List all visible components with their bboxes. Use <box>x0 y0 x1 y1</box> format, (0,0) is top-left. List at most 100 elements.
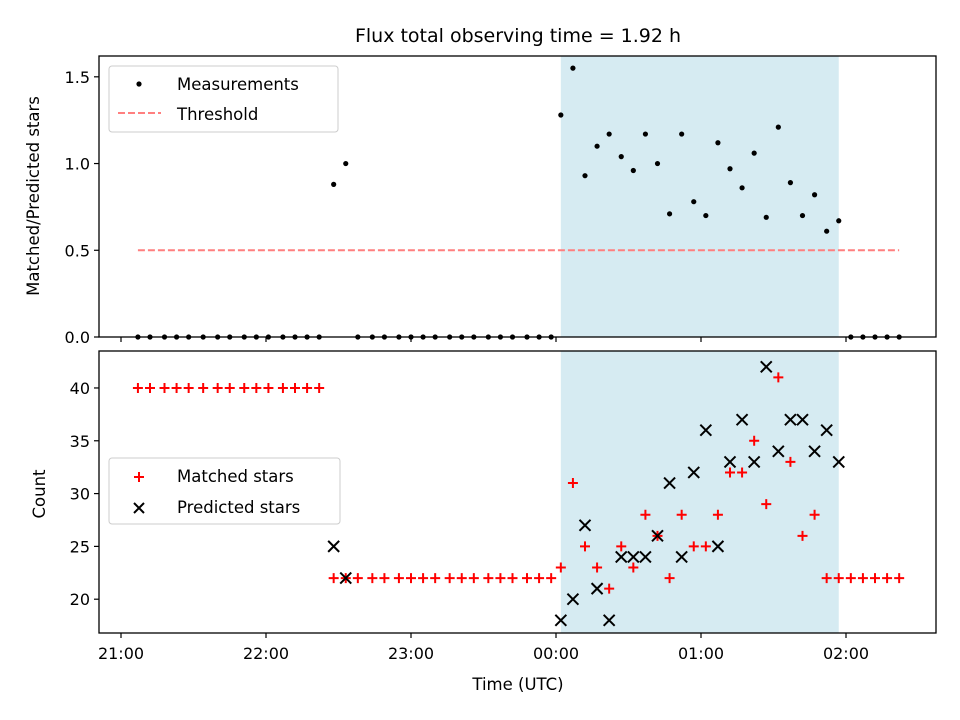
ratio-y-tick-label: 0.5 <box>65 241 90 260</box>
ratio-y-axis-label: Matched/Predicted stars <box>24 96 43 296</box>
count-matched-point <box>483 573 494 584</box>
count-matched-point <box>159 382 170 393</box>
count-matched-point <box>749 435 760 446</box>
count-matched-point <box>406 573 416 584</box>
count-x-tick-label: 01:00 <box>678 644 724 663</box>
ratio-measurement-point <box>763 214 769 220</box>
count-matched-point <box>616 541 627 552</box>
ratio-measurement-point <box>331 181 337 187</box>
count-predicted-point <box>723 455 737 469</box>
count-predicted-point <box>554 614 568 627</box>
count-predicted-point <box>687 466 700 479</box>
count-x-tick-label: 23:00 <box>388 644 434 663</box>
count-predicted-point <box>327 540 340 553</box>
ratio-y-tick-label: 1.5 <box>65 68 90 87</box>
count-predicted-point <box>820 424 833 437</box>
count-matched-point <box>725 467 735 478</box>
count-matched-point <box>302 382 313 393</box>
count-matched-point <box>251 382 262 393</box>
count-legend-box <box>108 457 341 525</box>
ratio-measurement-point <box>691 199 697 205</box>
count-matched-point <box>495 573 506 584</box>
count-predicted-point <box>627 550 640 564</box>
ratio-measurement-point <box>739 185 745 191</box>
count-matched-point <box>857 573 868 584</box>
count-predicted-point <box>566 592 580 606</box>
count-matched-point <box>737 467 748 478</box>
count-predicted-point <box>832 455 845 469</box>
count-predicted-point <box>760 360 773 374</box>
count-matched-point <box>352 573 363 584</box>
ratio-measurement-point <box>594 143 600 149</box>
count-matched-point <box>224 382 235 393</box>
count-y-tick-label: 25 <box>70 537 90 556</box>
count-matched-point <box>145 382 155 393</box>
count-matched-point <box>198 382 209 393</box>
ratio-measurement-point <box>618 154 624 160</box>
count-matched-point <box>580 541 590 552</box>
count-matched-point <box>367 573 378 584</box>
ratio-measurement-point <box>642 131 649 137</box>
count-matched-point <box>712 509 723 520</box>
count-predicted-point <box>675 550 688 564</box>
observing-window-span-top <box>560 56 839 337</box>
count-matched-point <box>290 382 300 393</box>
ratio-measurement-point <box>799 212 806 219</box>
legend-predicted-label: Predicted stars <box>177 498 300 517</box>
count-matched-point <box>688 541 699 552</box>
ratio-panel: 0.0 0.5 1.0 1.5 Matched/Predicted stars Mea… <box>24 55 937 347</box>
count-matched-point <box>212 382 223 393</box>
count-y-tick-label: 20 <box>70 590 90 609</box>
ratio-legend: Measurements Threshold <box>108 65 339 133</box>
count-matched-point <box>239 382 250 393</box>
count-matched-point <box>894 573 905 584</box>
observing-window-span-bottom <box>560 351 839 633</box>
count-matched-point <box>773 372 784 383</box>
count-matched-point <box>882 573 893 584</box>
ratio-measurement-point <box>703 212 709 219</box>
count-matched-point <box>546 573 557 584</box>
legend-matched-marker <box>134 472 144 482</box>
count-predicted-point <box>796 413 809 426</box>
count-matched-point <box>314 382 325 393</box>
count-matched-point <box>183 382 194 393</box>
count-matched-point <box>797 530 808 541</box>
count-y-tick-label: 30 <box>70 485 90 504</box>
count-legend: Matched stars Predicted stars <box>108 457 341 525</box>
count-predicted-point <box>711 540 725 553</box>
count-matched-point <box>534 573 545 584</box>
ratio-measurement-point <box>570 65 576 71</box>
ratio-measurement-point <box>666 211 673 217</box>
ratio-measurement-point <box>343 160 349 167</box>
ratio-measurement-point <box>811 192 818 198</box>
count-predicted-point <box>578 519 592 532</box>
count-predicted-point <box>784 413 797 426</box>
count-matched-point <box>456 573 467 584</box>
ratio-measurement-point <box>775 124 781 130</box>
count-matched-point <box>785 456 796 467</box>
ratio-measurement-point <box>630 167 636 174</box>
count-matched-point <box>468 573 479 584</box>
count-predicted-point <box>699 424 713 437</box>
count-matched-point <box>700 541 711 552</box>
count-matched-point <box>664 573 675 584</box>
count-matched-point <box>676 509 687 520</box>
count-matched-point <box>640 509 651 520</box>
ratio-measurement-point <box>558 112 564 118</box>
count-matched-point <box>761 499 772 510</box>
count-matched-point <box>171 382 182 393</box>
count-x-tick-label: 00:00 <box>533 644 579 663</box>
count-matched-point <box>393 573 404 584</box>
legend-threshold-label: Threshold <box>176 105 258 124</box>
ratio-measurement-point <box>727 166 733 172</box>
count-matched-point <box>507 573 518 584</box>
count-matched-point <box>132 382 143 393</box>
count-panel-frame <box>98 350 937 634</box>
count-predicted-point <box>772 445 785 458</box>
ratio-measurement-point <box>787 180 794 186</box>
ratio-y-tick-label: 1.0 <box>65 155 90 174</box>
count-panel: 20 25 30 35 40 21:00 22:00 23:00 00:00 01:00 02:00… <box>30 350 937 694</box>
count-matched-point <box>567 478 578 489</box>
chart-title: Flux total observing time = 1.92 h <box>355 25 681 47</box>
count-matched-point <box>821 573 832 584</box>
